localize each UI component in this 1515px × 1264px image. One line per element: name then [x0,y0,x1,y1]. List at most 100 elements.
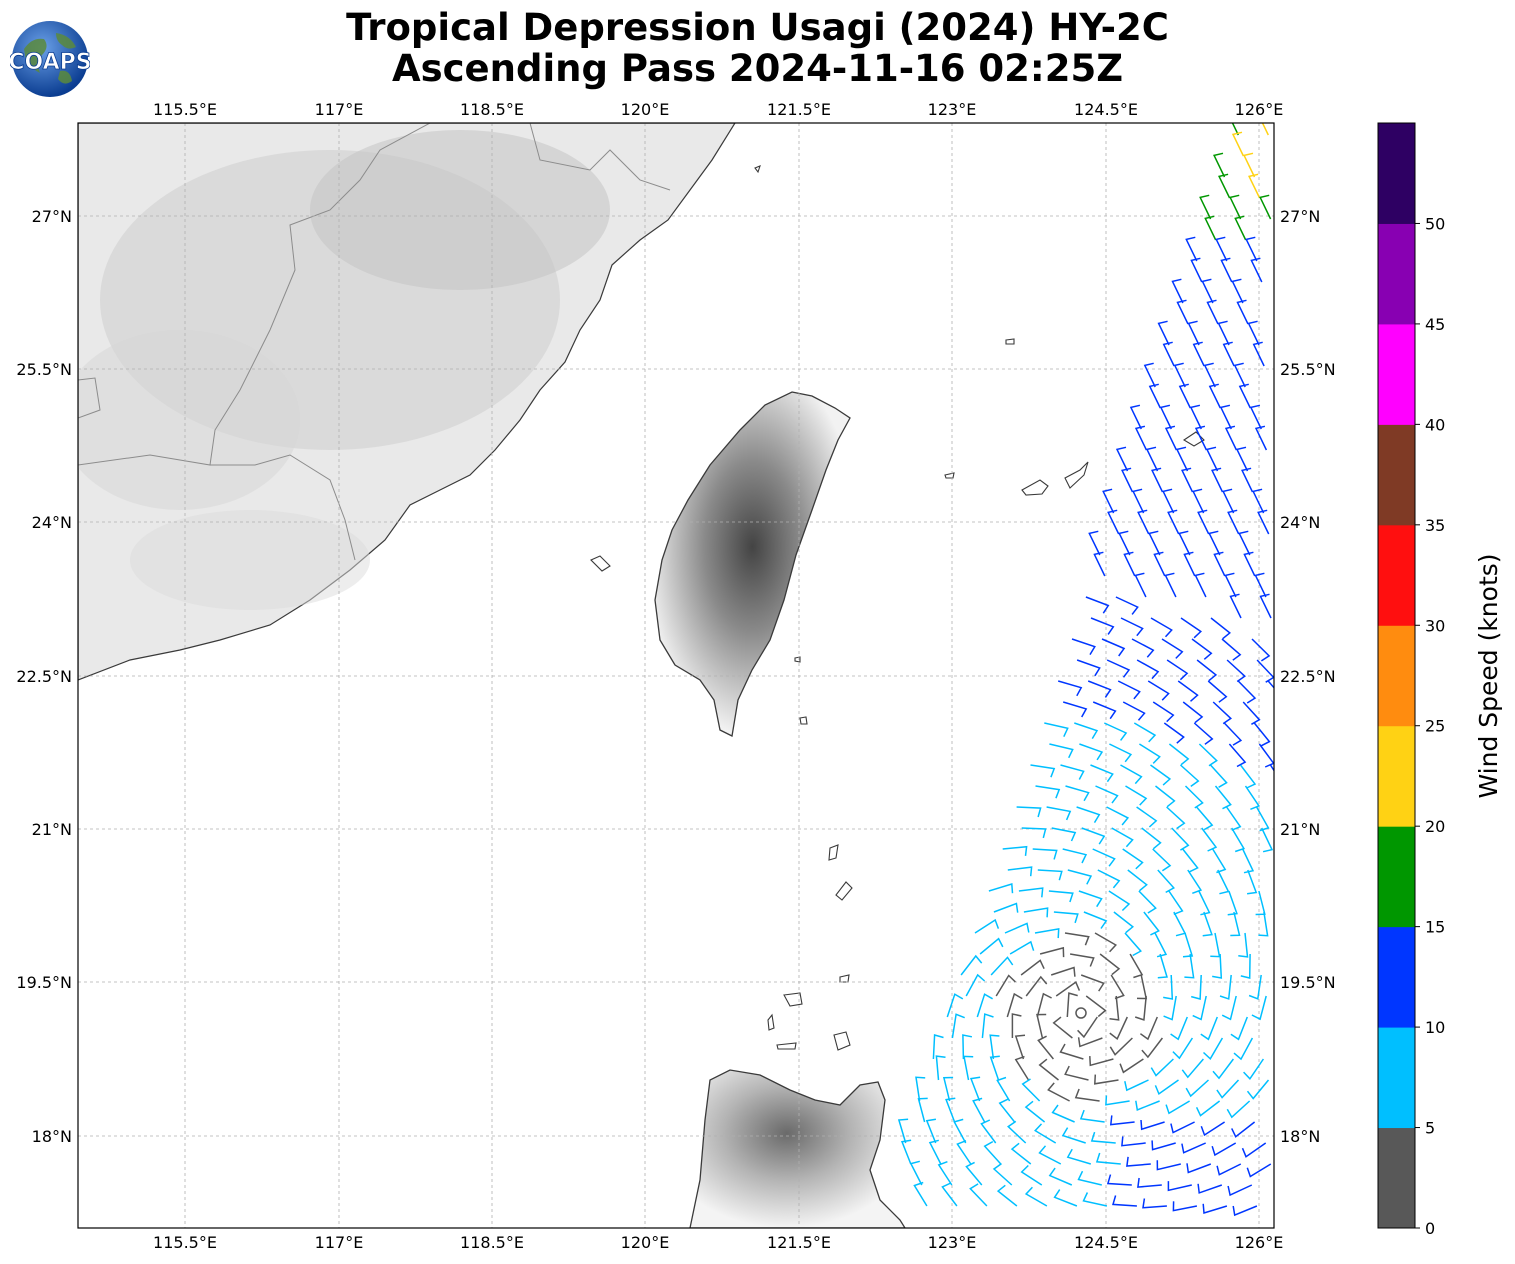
wind-barb [941,1182,958,1207]
wind-barb [1226,1100,1251,1119]
wind-barb [1085,596,1110,614]
wind-barb [942,1076,954,1102]
wind-barb [1171,278,1184,304]
wind-barb [1143,911,1160,936]
wind-barb [1187,320,1200,346]
wind-barb [1024,1186,1048,1207]
wind-barb [1162,341,1175,367]
wind-barb [1147,680,1170,701]
wind-barb [1220,257,1233,283]
lon-label-bottom: 123°E [928,1233,977,1252]
wind-barb [1164,572,1177,598]
wind-barb [1097,869,1121,889]
wind-barb [1135,1100,1160,1111]
wind-barb [1014,1034,1026,1060]
wind-barb [1142,1198,1167,1209]
wind-barb [1230,911,1241,937]
wind-barb [1166,806,1186,830]
wind-barb [1248,173,1261,199]
luzon-island [689,1069,906,1228]
wind-barb [953,1118,967,1144]
wind-barb [972,1097,986,1123]
wind-barb [1092,701,1117,720]
wind-barb [960,954,983,976]
wind-barb [1181,467,1194,493]
wind-barb [1222,488,1235,514]
wind-barb [1134,425,1148,451]
wind-barb [1137,509,1150,535]
wind-barb [1191,974,1202,1000]
wind-barb [1157,953,1168,979]
wind-barb [1067,869,1093,885]
wind-barb [1051,1104,1075,1123]
wind-barb [1176,299,1189,325]
lat-label-right: 24°N [1280,513,1320,532]
wind-barb [1110,974,1125,1000]
lat-label-right: 18°N [1280,1127,1320,1146]
lon-label-bottom: 117°E [315,1233,364,1252]
lon-label-bottom: 118.5°E [460,1233,524,1252]
wind-barb [1179,764,1200,788]
wind-barb [1170,1121,1195,1134]
colorbar-tick-label: 5 [1425,1119,1435,1138]
wind-barb [935,1055,946,1081]
wind-barb [1227,890,1238,916]
wind-barb [1239,764,1257,789]
wind-barb [1079,1109,1105,1123]
lon-label-top: 118.5°E [460,100,524,119]
wind-barb [1078,890,1103,908]
wind-barb [1141,827,1162,850]
wind-barb [1125,785,1148,806]
wind-barb [1074,722,1099,739]
wind-barb [1257,509,1270,535]
wind-barb [1044,722,1069,738]
wind-barb [1157,869,1175,894]
wind-barb [1252,488,1265,514]
lat-label-left: 19.5°N [16,973,72,992]
wind-barb [1094,1074,1119,1085]
wind-barb [1046,806,1072,821]
wind-barb [1238,383,1251,409]
wind-barb [1181,1142,1207,1154]
wind-barb [1165,1100,1190,1115]
wind-barb [979,937,1004,955]
wind-barb [1099,953,1121,976]
wind-barb [1136,806,1158,828]
colorbar-tick-label: 10 [1425,1018,1445,1037]
wind-barb [1243,152,1256,178]
wind-barb [1085,995,1107,1018]
wind-barb [1032,848,1058,860]
wind-barb [1007,1120,1027,1144]
lon-label-bottom: 124.5°E [1074,1233,1138,1252]
wind-barb [1219,404,1232,430]
wind-barb [925,1118,937,1144]
colorbar-tick-label: 35 [1425,516,1445,535]
lat-label-left: 25.5°N [16,360,72,379]
wind-barb [1219,974,1232,1000]
wind-barb [1252,341,1265,367]
wind-barb [1150,617,1173,638]
wind-barb [1037,1035,1054,1060]
wind-barb [1138,743,1161,764]
wind-barb [1173,362,1186,388]
wind-barb [1145,446,1159,472]
wind-barb [1020,959,1045,976]
wind-barb [993,902,1019,913]
wind-barb [1062,701,1088,718]
wind-barb [1077,1037,1103,1048]
wind-barb [1166,659,1189,681]
wind-barb [1074,1088,1100,1102]
wind-barb [1071,638,1096,655]
wind-barb [1120,617,1144,637]
coaps-logo: COAPS [10,21,90,97]
lon-label-top: 115.5°E [153,100,217,119]
wind-barb [1222,341,1235,367]
wind-barb [969,1076,981,1102]
wind-barb [1216,1079,1240,1099]
wind-barb [974,918,1000,934]
wind-barb [1237,680,1257,704]
wind-barb [1089,1056,1114,1067]
wind-barb [1092,848,1116,867]
wind-barb [1131,638,1155,658]
wind-barb [1229,593,1242,619]
